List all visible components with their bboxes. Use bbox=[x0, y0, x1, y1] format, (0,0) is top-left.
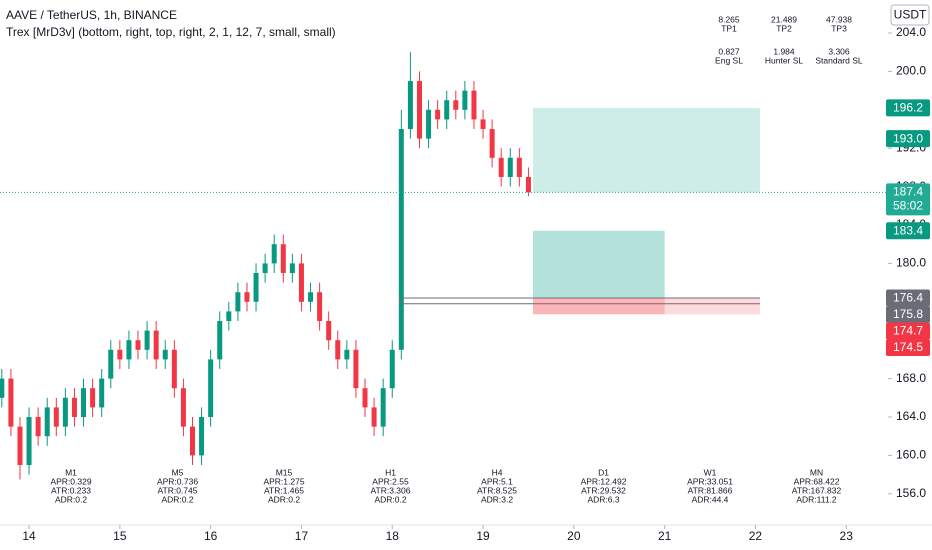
stat-apr: APR:68.422 bbox=[794, 476, 840, 486]
price-tag-label: 174.7 bbox=[893, 324, 923, 338]
x-tick-label: 22 bbox=[749, 529, 763, 543]
stat-atr: ATR:167.832 bbox=[792, 485, 842, 495]
stat-adr: ADR:0.2 bbox=[374, 494, 406, 504]
stat-name: H1 bbox=[385, 467, 396, 477]
target-name: Hunter SL bbox=[765, 55, 804, 65]
currency-box[interactable] bbox=[890, 4, 930, 26]
stat-apr: APR:0.329 bbox=[50, 476, 91, 486]
indicator-label: Trex [MrD3v] (bottom, right, top, right,… bbox=[6, 25, 336, 39]
last-price-label: 187.4 bbox=[893, 185, 923, 199]
x-tick-label: 20 bbox=[567, 529, 581, 543]
stat-atr: ATR:81.866 bbox=[688, 485, 733, 495]
x-tick-label: 14 bbox=[22, 529, 36, 543]
price-tag bbox=[886, 222, 930, 240]
last-price-tag bbox=[886, 183, 930, 216]
stat-apr: APR:2.55 bbox=[372, 476, 409, 486]
price-tag-label: 176.4 bbox=[893, 291, 923, 305]
countdown-label: 58:02 bbox=[893, 199, 923, 213]
stat-name: D1 bbox=[598, 467, 609, 477]
stat-name: H4 bbox=[492, 467, 503, 477]
y-tick-label: 168.0 bbox=[896, 371, 926, 385]
x-tick-label: 19 bbox=[476, 529, 490, 543]
stat-atr: ATR:0.745 bbox=[157, 485, 197, 495]
x-tick-label: 17 bbox=[295, 529, 309, 543]
target-value: 47.938 bbox=[826, 14, 852, 24]
target-value: 8.265 bbox=[718, 14, 740, 24]
x-tick-label: 15 bbox=[113, 529, 127, 543]
y-tick-label: 160.0 bbox=[896, 448, 926, 462]
x-tick-label: 23 bbox=[840, 529, 854, 543]
currency-label: USDT bbox=[894, 8, 927, 22]
target-value: 3.306 bbox=[828, 46, 850, 56]
price-tag-label: 183.4 bbox=[893, 223, 923, 237]
stat-atr: ATR:3.306 bbox=[370, 485, 410, 495]
stat-apr: APR:12.492 bbox=[581, 476, 627, 486]
price-tag bbox=[886, 338, 930, 356]
stat-adr: ADR:6.3 bbox=[587, 494, 619, 504]
stat-adr: ADR:0.2 bbox=[268, 494, 300, 504]
stat-name: M1 bbox=[65, 467, 77, 477]
stat-apr: APR:33.051 bbox=[687, 476, 733, 486]
target-name: Standard SL bbox=[815, 55, 863, 65]
y-tick-label: 164.0 bbox=[896, 409, 926, 423]
target-name: Eng SL bbox=[715, 55, 743, 65]
loss-zone bbox=[532, 297, 760, 315]
target-name: TP1 bbox=[721, 23, 737, 33]
stat-apr: APR:5.1 bbox=[481, 476, 513, 486]
y-tick-label: 156.0 bbox=[896, 486, 926, 500]
stat-atr: ATR:1.465 bbox=[264, 485, 304, 495]
stat-adr: ADR:3.2 bbox=[481, 494, 513, 504]
x-tick-label: 16 bbox=[204, 529, 218, 543]
stat-name: MN bbox=[810, 467, 823, 477]
stat-apr: APR:1.275 bbox=[263, 476, 304, 486]
stat-adr: ADR:0.2 bbox=[161, 494, 193, 504]
stat-name: M5 bbox=[172, 467, 184, 477]
price-tag bbox=[886, 289, 930, 307]
y-tick-label: 204.0 bbox=[896, 25, 926, 39]
price-axis bbox=[888, 0, 932, 525]
stat-atr: ATR:29.532 bbox=[581, 485, 626, 495]
target-name: TP2 bbox=[776, 23, 792, 33]
stat-adr: ADR:0.2 bbox=[55, 494, 87, 504]
stat-atr: ATR:0.233 bbox=[51, 485, 91, 495]
price-tag bbox=[886, 305, 930, 323]
loss-zone-filled bbox=[532, 297, 665, 315]
stat-name: W1 bbox=[704, 467, 717, 477]
stat-name: M15 bbox=[276, 467, 293, 477]
price-tag-label: 175.8 bbox=[893, 307, 923, 321]
price-tag-label: 196.2 bbox=[893, 101, 923, 115]
price-tag-label: 174.5 bbox=[893, 340, 923, 354]
target-name: TP3 bbox=[831, 23, 847, 33]
profit-zone bbox=[532, 107, 760, 193]
price-tag bbox=[886, 322, 930, 340]
stat-adr: ADR:111.2 bbox=[796, 494, 837, 504]
y-tick-label: 180.0 bbox=[896, 256, 926, 270]
target-value: 1.984 bbox=[773, 46, 795, 56]
chart-title: AAVE / TetherUS, 1h, BINANCE bbox=[6, 8, 177, 22]
price-tag bbox=[886, 130, 930, 148]
stat-apr: APR:0.736 bbox=[157, 476, 198, 486]
price-tag-label: 193.0 bbox=[893, 131, 923, 145]
stat-adr: ADR:44.4 bbox=[692, 494, 729, 504]
price-tag bbox=[886, 99, 930, 117]
x-tick-label: 18 bbox=[386, 529, 400, 543]
stat-atr: ATR:8.525 bbox=[477, 485, 517, 495]
x-tick-label: 21 bbox=[658, 529, 672, 543]
y-tick-label: 200.0 bbox=[896, 64, 926, 78]
target-value: 21.489 bbox=[771, 14, 797, 24]
target-value: 0.827 bbox=[718, 46, 740, 56]
profit-zone-filled bbox=[532, 230, 665, 298]
